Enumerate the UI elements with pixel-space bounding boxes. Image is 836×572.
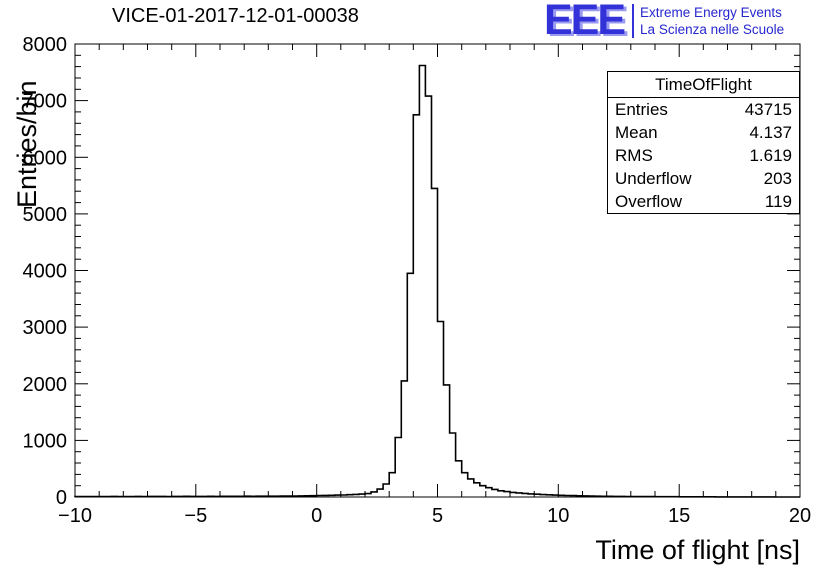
stats-value: 203 (763, 169, 792, 188)
y-tick-label: 8000 (23, 34, 68, 56)
y-tick-label: 1000 (23, 430, 68, 452)
eee-logo-acronym: EEE (544, 0, 626, 44)
x-tick-label: −5 (184, 505, 207, 527)
stats-row: Entries 43715 (608, 98, 799, 121)
stats-label: RMS (615, 146, 653, 165)
stats-value: 1.619 (749, 146, 792, 165)
stats-row: Overflow 119 (608, 190, 799, 213)
stats-label: Underflow (615, 169, 692, 188)
y-axis-label: Entries/bin (12, 80, 42, 208)
stats-row: Underflow 203 (608, 167, 799, 190)
y-tick-label: 0 (56, 487, 67, 509)
y-tick-label: 3000 (23, 317, 68, 339)
stats-label: Mean (615, 123, 658, 142)
stats-box: TimeOfFlight Entries 43715 Mean 4.137 RM… (607, 71, 800, 214)
y-tick-label: 4000 (23, 261, 68, 283)
stats-row: RMS 1.619 (608, 144, 799, 167)
stats-box-title: TimeOfFlight (608, 72, 799, 98)
y-tick-label: 7000 (23, 91, 68, 113)
y-tick-label: 5000 (23, 204, 68, 226)
x-tick-label: 20 (789, 505, 811, 527)
x-tick-label: 15 (668, 505, 690, 527)
x-tick-label: 0 (311, 505, 322, 527)
stats-value: 119 (764, 192, 792, 211)
eee-logo: EEE Extreme Energy Events La Scienza nel… (544, 0, 784, 44)
stats-label: Overflow (615, 192, 683, 211)
x-tick-label: 5 (432, 505, 443, 527)
eee-logo-line1: Extreme Energy Events (640, 5, 782, 20)
x-axis-label: Time of flight [ns] (595, 535, 800, 565)
eee-logo-line2: La Scienza nelle Scuole (640, 22, 785, 37)
y-tick-label: 6000 (23, 147, 68, 169)
stats-label: Entries (615, 100, 668, 119)
plot-title: VICE-01-2017-12-01-00038 (112, 5, 359, 27)
stats-row: Mean 4.137 (608, 121, 799, 144)
x-tick-label: 10 (547, 505, 569, 527)
stats-value: 43715 (744, 100, 792, 119)
x-tick-label: −10 (58, 505, 92, 527)
stats-value: 4.137 (749, 123, 792, 142)
eee-logo-text: Extreme Energy Events La Scienza nelle S… (640, 2, 784, 38)
y-tick-label: 2000 (23, 374, 68, 396)
logo-divider (632, 4, 635, 38)
histogram-line (74, 64, 800, 498)
plot-frame (74, 43, 801, 498)
